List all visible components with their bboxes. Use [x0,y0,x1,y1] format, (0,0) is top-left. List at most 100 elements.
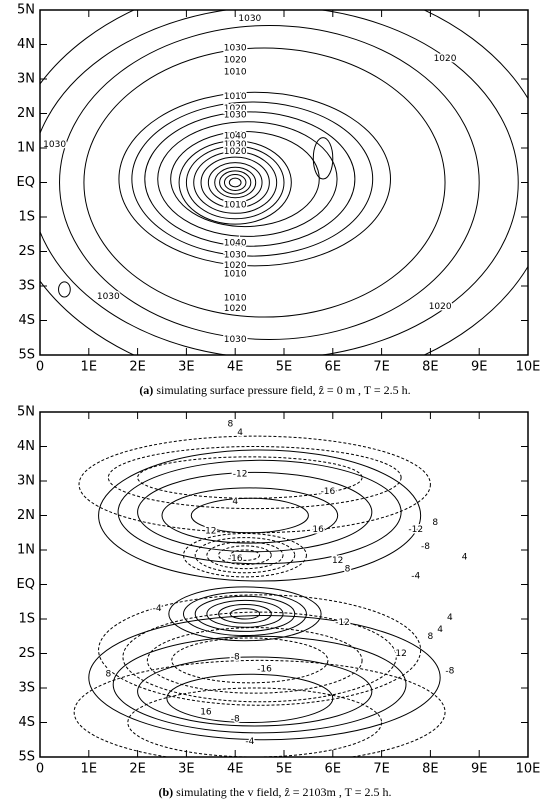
contour-line [194,595,296,632]
contour-label: -8 [231,652,240,662]
x-tick-label: 4E [227,360,244,375]
x-tick-label: 0 [36,360,44,375]
contour-line [78,435,431,534]
x-tick-label: 9E [471,762,488,777]
contour-label: -12 [408,525,423,535]
y-tick-label: EQ [17,577,35,592]
contour-line [194,537,296,574]
caption: (a) simulating surface pressure field, ẑ… [139,383,410,397]
x-tick-label: 9E [471,360,488,375]
contour-label: -8 [421,542,430,552]
x-tick-label: 3E [178,360,195,375]
y-tick-label: 2S [18,646,35,661]
contour-line [122,611,397,703]
x-tick-label: 8E [422,762,439,777]
x-tick-label: 8E [422,360,439,375]
contour-label: -16 [257,665,272,675]
contour-label: 12 [332,556,343,566]
y-tick-label: 4S [18,715,35,730]
contour-label: 1020 [224,261,247,271]
x-tick-label: 1E [81,762,98,777]
contours [73,435,446,757]
contours [40,10,528,355]
contour-label: 1030 [238,14,261,24]
y-tick-label: 2S [18,244,35,259]
contour-line [185,145,285,220]
contour-label: 1030 [97,292,120,302]
y-tick-label: 5N [17,3,35,18]
contour-label: 8 [105,670,111,680]
contour-label: 1020 [429,302,452,312]
contour-line [98,449,422,582]
contour-label: -16 [321,487,336,497]
x-tick-label: 1E [81,360,98,375]
plot-frame [39,411,529,758]
y-tick-label: 4N [17,37,35,52]
contour-label: 1020 [434,54,457,64]
contour-label: 8 [345,564,351,574]
contour-label: 1020 [224,147,247,157]
contour-line [40,10,519,355]
contour-label: 1030 [224,111,247,121]
y-tick-label: 2N [17,508,35,523]
contour-line [182,532,307,578]
contour-line [112,635,407,734]
contour-label: 1030 [224,43,247,53]
x-tick-label: 3E [178,762,195,777]
x-tick-label: 4E [227,762,244,777]
contour-label: 1020 [224,304,247,314]
contour-label: 1010 [224,269,247,279]
contour-label: 1030 [43,140,66,150]
contour-line [171,637,329,684]
contour-line [131,101,374,257]
contour-label: 1030 [224,140,247,150]
x-tick-label: 10E [516,762,541,777]
contour-line [229,549,261,561]
contour-label: 4 [237,428,243,438]
y-tick-label: 5S [18,750,35,765]
contour-line [178,140,292,225]
contour-line [207,162,263,203]
contour-line [161,487,339,544]
y-tick-label: 5N [17,405,35,420]
contour-line [157,121,338,237]
contour-label: 1030 [224,250,247,260]
contour-label: 1010 [224,294,247,304]
y-tick-label: 4S [18,313,35,328]
contour-line [193,151,278,214]
y-tick-label: EQ [17,175,35,190]
contour-label: -12 [233,470,248,480]
contour-line [117,459,402,565]
contour-line [229,608,261,620]
y-tick-label: 5S [18,348,35,363]
contour-label: -4 [245,737,254,747]
contour-line [98,594,422,706]
contour-label: 4 [437,625,443,635]
contour-label: 16 [200,708,212,718]
contour-label: -4 [153,604,162,614]
contour-line [223,174,247,191]
contour-line [170,131,320,228]
contour-label: -8 [231,715,240,725]
y-tick-label: 3N [17,474,35,489]
contour-line [218,604,272,624]
contour-label: -8 [445,666,454,676]
contour-line [73,659,446,757]
contour-line [118,91,392,267]
contour-label: 1030 [224,335,247,345]
contour-line [218,545,272,565]
contour-label: 1020 [224,56,247,66]
contour-label: 4 [447,613,453,623]
contour-label: 1010 [224,92,247,102]
contour-label: 1040 [224,238,247,248]
x-tick-label: 6E [325,360,342,375]
y-tick-label: 3S [18,279,35,294]
contour-label: 16 [312,525,324,535]
contour-line [168,586,322,642]
caption-label: (a) [139,383,153,397]
x-tick-label: 5E [276,360,293,375]
y-tick-label: 1S [18,612,35,627]
contour-label: -12 [335,618,350,628]
contour-label: 8 [227,420,233,430]
